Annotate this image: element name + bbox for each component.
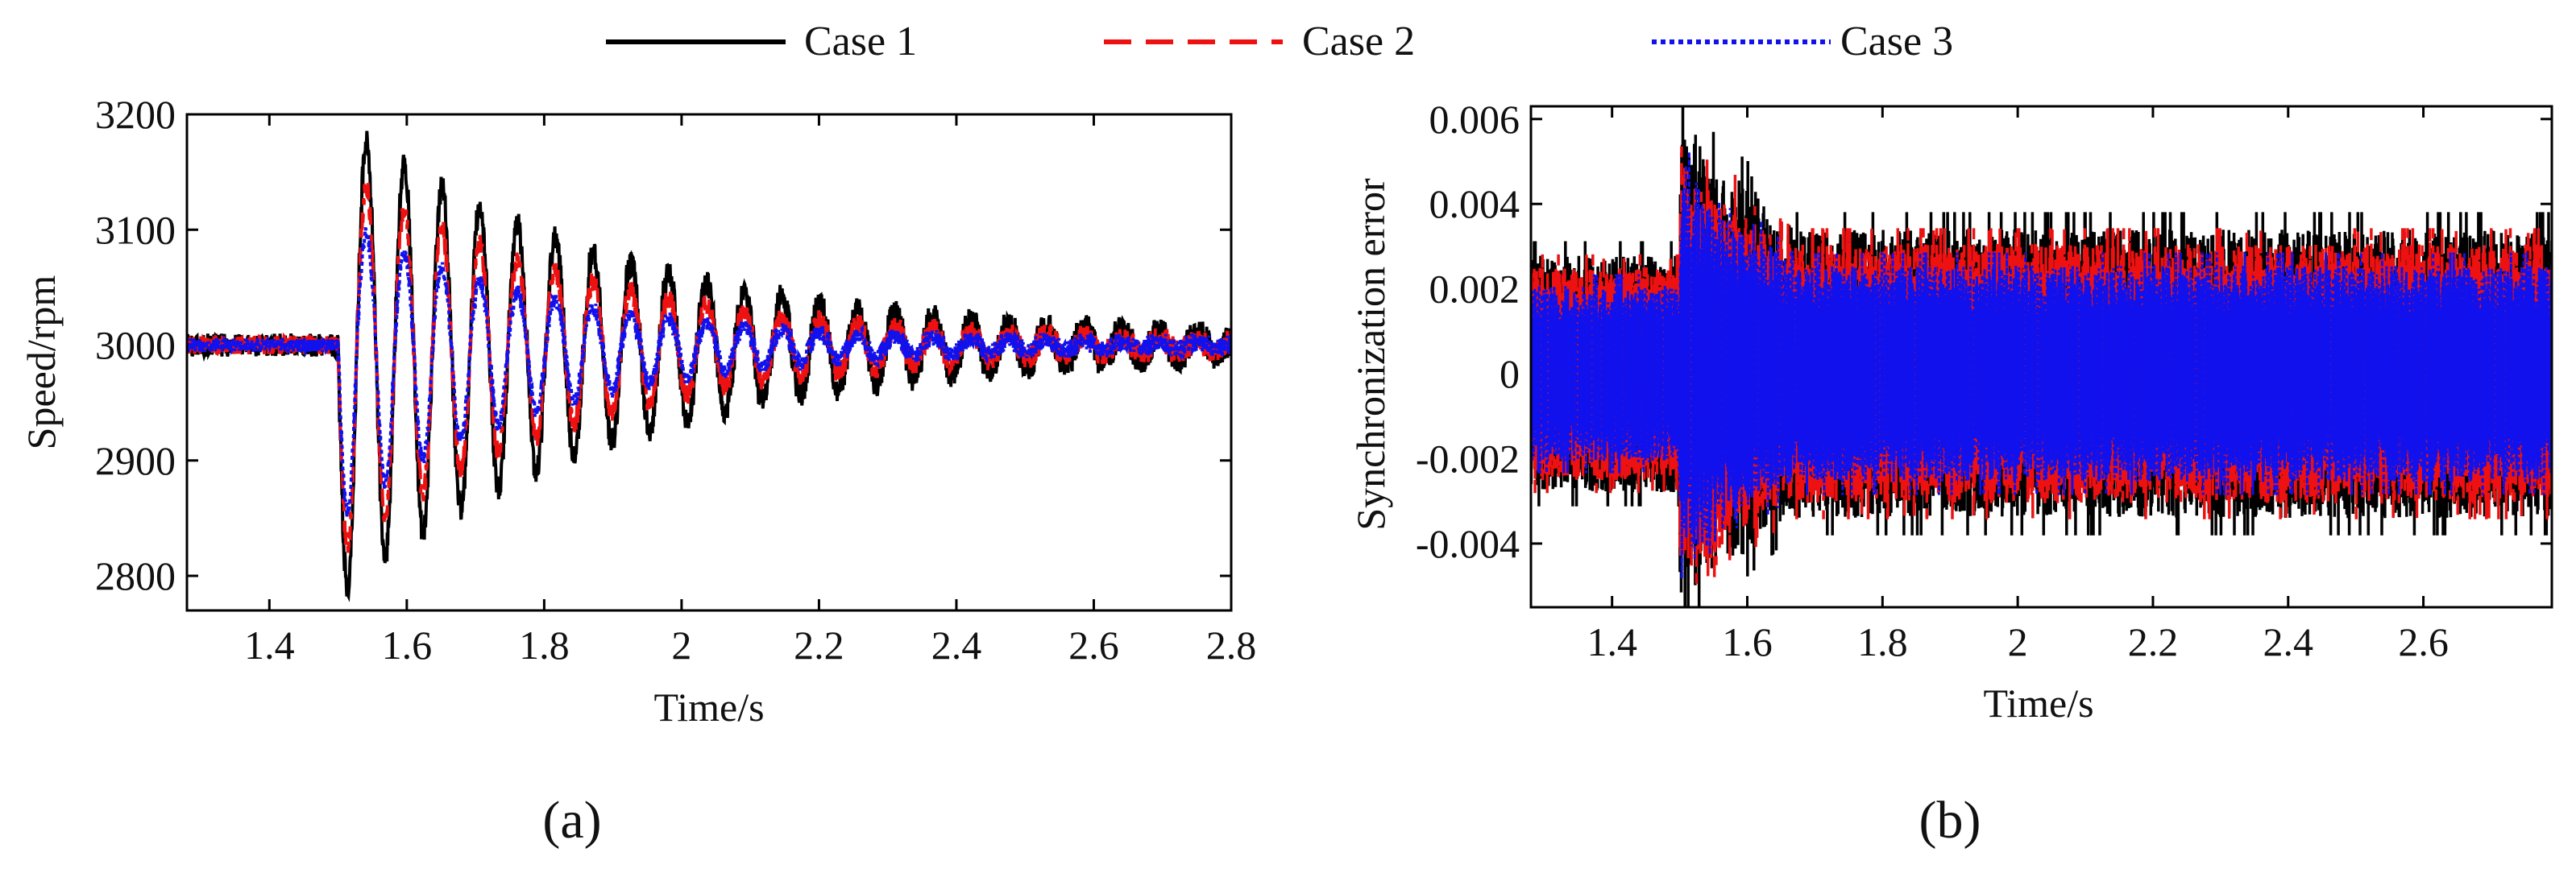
chart-a-series: [187, 130, 1231, 602]
chart-a-xtick-label: 2.4: [931, 623, 982, 668]
chart-b-ytick-label: 0: [1500, 351, 1520, 396]
chart-a-xtick-label: 2: [671, 623, 691, 668]
chart-a-xtick-label: 1.4: [244, 623, 295, 668]
chart-a-ytick-labels: 2800 2900 3000 3100 3200: [95, 92, 176, 598]
chart-a-ytick-label: 2800: [95, 553, 176, 598]
legend-label-case-1: Case 1: [804, 19, 917, 64]
chart-b-frame: [1529, 105, 2553, 609]
chart-b-xlabel: Time/s: [1983, 681, 2093, 726]
chart-a-xtick-label: 1.6: [382, 623, 433, 668]
chart-a-frame: [185, 113, 1233, 612]
chart-b-xtick-label: 1.4: [1587, 619, 1637, 664]
chart-a-ytick-label: 3000: [95, 323, 176, 368]
chart-a-xtick-label: 2.6: [1068, 623, 1119, 668]
chart-b-panel-label: (b): [1919, 791, 1981, 850]
chart-b-ytick-label: -0.004: [1416, 521, 1520, 566]
chart-b-series: [1531, 106, 2552, 607]
chart-b-xtick-label: 2: [2008, 619, 2028, 664]
chart-b-xtick-label: 2.2: [2128, 619, 2179, 664]
chart-b-ytick-label: 0.002: [1429, 267, 1520, 312]
chart-a-ylabel: Speed/rpm: [19, 275, 64, 450]
chart-b-ytick-label: -0.002: [1416, 436, 1520, 482]
chart-a-xtick-label: 2.8: [1206, 623, 1257, 668]
chart-b-xtick-label: 2.4: [2263, 619, 2314, 664]
chart-b-xtick-label: 1.6: [1722, 619, 1773, 664]
chart-b-ytick-label: 0.006: [1429, 97, 1520, 142]
chart-b-series-case-3: [1531, 151, 2552, 579]
chart-b-xtick-labels: 1.4 1.6 1.8 2 2.2 2.4 2.6: [1587, 619, 2448, 664]
chart-b-ytick-labels: -0.004 -0.002 0 0.002 0.004 0.006: [1416, 97, 1520, 566]
chart-a-xlabel: Time/s: [653, 685, 764, 730]
chart-b-ytick-label: 0.004: [1429, 181, 1520, 226]
legend-label-case-3: Case 3: [1840, 19, 1953, 64]
chart-a-xtick-labels: 1.4 1.6 1.8 2 2.2 2.4 2.6 2.8: [244, 623, 1256, 668]
chart-a-series-case-3: [187, 227, 1231, 518]
chart-a-xtick-label: 2.2: [794, 623, 844, 668]
chart-b-xtick-label: 1.8: [1857, 619, 1908, 664]
chart-a-ytick-label: 2900: [95, 438, 176, 483]
legend: Case 1 Case 2 Case 3: [606, 19, 1953, 64]
chart-a-panel-label: (a): [542, 791, 601, 850]
legend-label-case-2: Case 2: [1302, 19, 1415, 64]
chart-a-xtick-label: 1.8: [519, 623, 570, 668]
chart-a-ytick-label: 3100: [95, 207, 176, 252]
chart-b-ylabel: Synchronization error: [1348, 178, 1393, 531]
chart-a-ytick-label: 3200: [95, 92, 176, 137]
chart-b-xtick-label: 2.6: [2398, 619, 2449, 664]
chart-a: 1.4 1.6 1.8 2 2.2 2.4 2.6 2.8 2800 2900 3000 3100 3…: [19, 92, 1256, 850]
chart-b: 1.4 1.6 1.8 2 2.2 2.4 2.6 -0.004 -0.002 0 0.002 0.…: [1348, 97, 2553, 850]
